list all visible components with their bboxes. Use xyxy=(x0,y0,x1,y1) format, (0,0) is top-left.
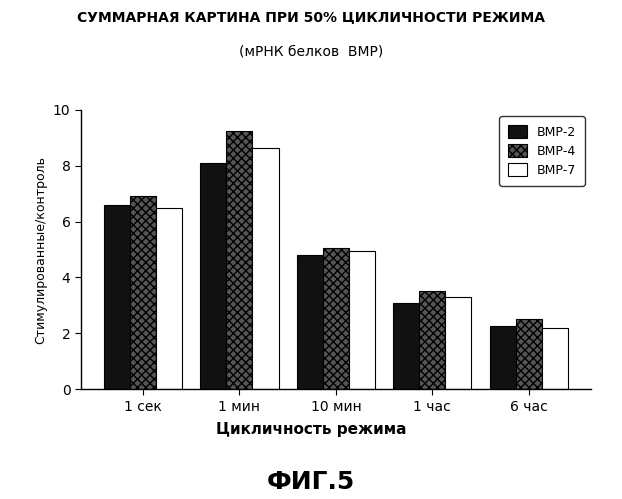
Bar xyxy=(516,319,542,389)
Y-axis label: Стимулированные/контроль: Стимулированные/контроль xyxy=(34,156,47,343)
Bar xyxy=(130,197,156,389)
Bar xyxy=(490,326,516,389)
Bar xyxy=(419,291,445,389)
Text: ФИГ.5: ФИГ.5 xyxy=(267,470,355,494)
Text: Цикличность режима: Цикличность режима xyxy=(216,422,406,437)
Legend: ВМР-2, ВМР-4, ВМР-7: ВМР-2, ВМР-4, ВМР-7 xyxy=(499,116,585,186)
Bar xyxy=(226,131,253,389)
Text: (мРНК белков  ВМР): (мРНК белков ВМР) xyxy=(239,45,383,59)
Bar xyxy=(104,205,130,389)
Bar xyxy=(445,297,471,389)
Bar xyxy=(323,248,349,389)
Bar xyxy=(200,163,226,389)
Bar xyxy=(542,328,568,389)
Bar xyxy=(349,251,375,389)
Bar xyxy=(156,208,182,389)
Text: СУММАРНАЯ КАРТИНА ПРИ 50% ЦИКЛИЧНОСТИ РЕЖИМА: СУММАРНАЯ КАРТИНА ПРИ 50% ЦИКЛИЧНОСТИ РЕ… xyxy=(77,10,545,24)
Bar xyxy=(393,302,419,389)
Bar xyxy=(297,255,323,389)
Bar xyxy=(253,148,279,389)
